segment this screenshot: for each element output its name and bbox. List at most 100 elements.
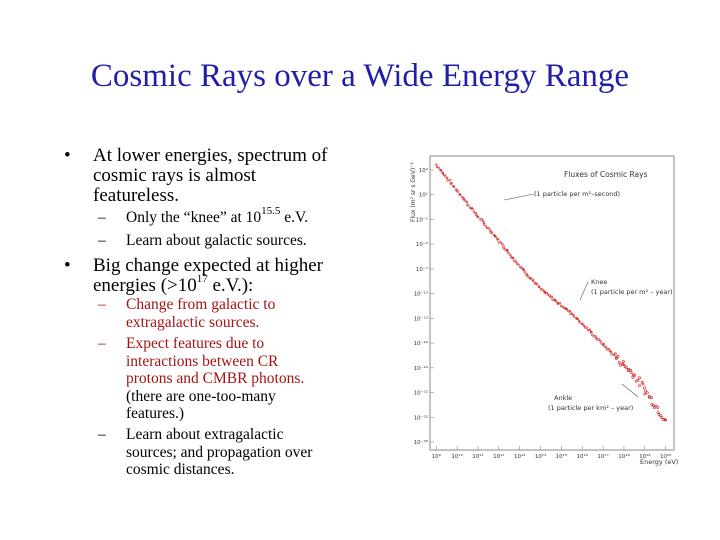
data-point <box>444 175 447 178</box>
data-point <box>482 223 486 226</box>
x-axis-label: Energy (eV) <box>640 458 678 466</box>
data-point <box>525 274 528 277</box>
y-tick-label: 10⁴ <box>419 167 429 174</box>
x-tick-label: 10¹⁵ <box>556 453 567 460</box>
data-point <box>489 231 492 234</box>
data-point <box>465 200 469 204</box>
y-axis-label: Flux (m² sr s GeV)⁻¹ <box>410 162 417 222</box>
data-point <box>497 241 501 244</box>
data-point <box>456 190 460 193</box>
sub-bullet-features-line-4: (there are one-too-many <box>126 387 276 405</box>
data-point <box>512 257 515 260</box>
sub-bullet-features-line-1: Expect features due to <box>126 335 265 352</box>
data-point <box>631 373 635 377</box>
data-point <box>576 317 579 321</box>
slide-title: Cosmic Rays over a Wide Energy Range <box>90 58 630 94</box>
data-point <box>519 266 522 269</box>
data-point <box>629 370 633 374</box>
y-tick-label: 10⁻¹⁶ <box>414 340 429 347</box>
data-point <box>509 253 512 257</box>
bullet-dot: • <box>64 145 71 166</box>
data-point <box>522 268 526 271</box>
data-point <box>520 266 523 269</box>
data-point <box>626 369 630 373</box>
annotation-per-year: (1 particle per m² – year) <box>591 288 673 296</box>
data-point <box>647 395 651 398</box>
x-ticks: 10⁹ 10¹⁰ 10¹¹ 10¹² 10¹³ 10¹⁴ 10¹⁵ 10¹⁶ 10¹⁷ 10¹⁸ 1… <box>432 446 672 460</box>
y-tick-label: 10¹ <box>419 192 428 199</box>
y-tick-label: 10⁻²² <box>414 390 428 397</box>
data-point <box>572 315 576 318</box>
x-tick-label: 10¹⁸ <box>618 453 630 460</box>
data-point <box>609 350 613 354</box>
bullet-2-line-2: energies (>1017 e.V.): <box>93 272 254 296</box>
data-point <box>638 376 641 380</box>
data-point <box>568 309 572 313</box>
data-point <box>565 308 569 311</box>
data-point <box>645 391 649 395</box>
data-point <box>459 193 462 197</box>
data-point <box>551 298 554 301</box>
annotation-leader <box>621 383 639 398</box>
y-tick-label: 10⁻¹⁰ <box>414 291 429 298</box>
data-point <box>633 373 637 377</box>
data-point <box>543 290 546 293</box>
data-point <box>446 179 449 182</box>
sub-bullet-features-line-2: interactions between CR <box>126 352 279 370</box>
sub-bullet-extragalactic-line-1: Learn about extragalactic <box>126 426 284 443</box>
data-point <box>643 386 646 390</box>
data-points <box>435 163 668 422</box>
data-point <box>659 414 662 418</box>
data-point <box>650 396 653 400</box>
data-point <box>569 312 572 315</box>
data-point <box>570 312 574 315</box>
y-tick-label: 10⁻¹³ <box>414 315 428 322</box>
data-point <box>490 231 494 234</box>
data-point <box>449 179 452 182</box>
dash: – <box>98 335 106 352</box>
data-point <box>437 166 440 169</box>
data-point <box>652 406 656 410</box>
dash: – <box>98 232 106 249</box>
data-point <box>594 335 598 338</box>
data-point <box>600 342 603 345</box>
data-point <box>467 204 470 207</box>
y-tick-label: 10⁻²⁸ <box>414 439 429 446</box>
data-point <box>585 326 588 329</box>
data-point <box>641 382 645 386</box>
data-point <box>517 263 520 267</box>
data-point <box>638 384 641 388</box>
annotation-knee: Knee <box>591 278 607 286</box>
data-point <box>656 406 660 409</box>
bullet-1-line-1: At lower energies, spectrum of <box>93 145 328 166</box>
data-point <box>661 418 665 421</box>
data-point <box>631 375 635 379</box>
data-point <box>484 225 488 228</box>
cosmic-ray-flux-chart: 10⁹ 10¹⁰ 10¹¹ 10¹² 10¹³ 10¹⁴ 10¹⁵ 10¹⁶ 10¹⁷ 10¹⁸ 1… <box>408 152 680 470</box>
data-point <box>582 324 586 327</box>
data-point <box>578 321 582 324</box>
data-point <box>489 229 492 232</box>
data-point <box>567 309 570 313</box>
x-tick-label: 10¹⁷ <box>597 453 608 460</box>
data-point <box>619 363 622 367</box>
data-point <box>482 221 486 224</box>
chart-svg: 10⁹ 10¹⁰ 10¹¹ 10¹² 10¹³ 10¹⁴ 10¹⁵ 10¹⁶ 10¹⁷ 10¹⁸ 1… <box>410 155 678 466</box>
data-point <box>523 270 526 274</box>
data-point <box>541 288 544 291</box>
data-point <box>503 248 506 251</box>
data-point <box>455 189 458 192</box>
x-tick-label: 10¹³ <box>514 453 525 460</box>
annotation-per-km-year: (1 particle per km² – year) <box>548 404 633 412</box>
bullet-1-line-3: featureless. <box>93 185 179 206</box>
y-tick-label: 10⁻⁴ <box>416 241 429 248</box>
data-point <box>622 363 626 367</box>
annotation-leader <box>503 193 535 201</box>
x-tick-label: 10¹⁹ <box>639 453 650 460</box>
data-point <box>439 169 443 172</box>
data-point <box>514 260 517 263</box>
sub-bullet-features-line-3: protons and CMBR photons. <box>126 370 305 387</box>
data-point <box>595 338 599 341</box>
data-point <box>644 389 647 393</box>
sub-bullet-extragalactic-line-2: sources; and propagation over <box>126 443 313 461</box>
